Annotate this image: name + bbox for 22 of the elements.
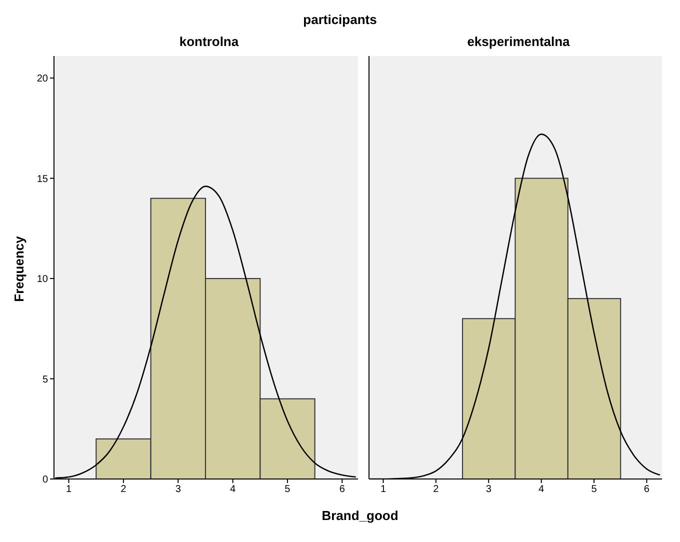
x-tick-label: 1 xyxy=(66,484,72,496)
x-tick-label: 5 xyxy=(284,484,291,496)
text: participants xyxy=(302,11,378,29)
y-axis-title: Frequency xyxy=(12,236,26,302)
x-axis-title: Brand_good xyxy=(320,508,400,523)
y-tick-label: 0 xyxy=(42,474,48,486)
chart-title: kontrolna xyxy=(178,34,240,51)
y-tick-label: 15 xyxy=(36,174,48,185)
y-tick-label: 10 xyxy=(36,274,48,286)
x-tick-label: 6 xyxy=(339,484,346,496)
x-tick-label: 4 xyxy=(538,484,545,496)
y-tick-label: 5 xyxy=(42,374,48,386)
x-tick-label: 2 xyxy=(433,484,440,496)
x-tick-label: 6 xyxy=(644,484,650,496)
x-tick-label: 2 xyxy=(120,484,127,496)
x-tick-label: 3 xyxy=(486,484,492,496)
x-tick-label: 3 xyxy=(175,484,182,496)
y-tick-label: 20 xyxy=(36,74,48,85)
x-tick-label: 4 xyxy=(230,484,236,496)
chart-title: eksperimentalna xyxy=(466,34,571,51)
x-tick-label: 1 xyxy=(380,484,386,496)
x-tick-label: 5 xyxy=(591,484,598,496)
